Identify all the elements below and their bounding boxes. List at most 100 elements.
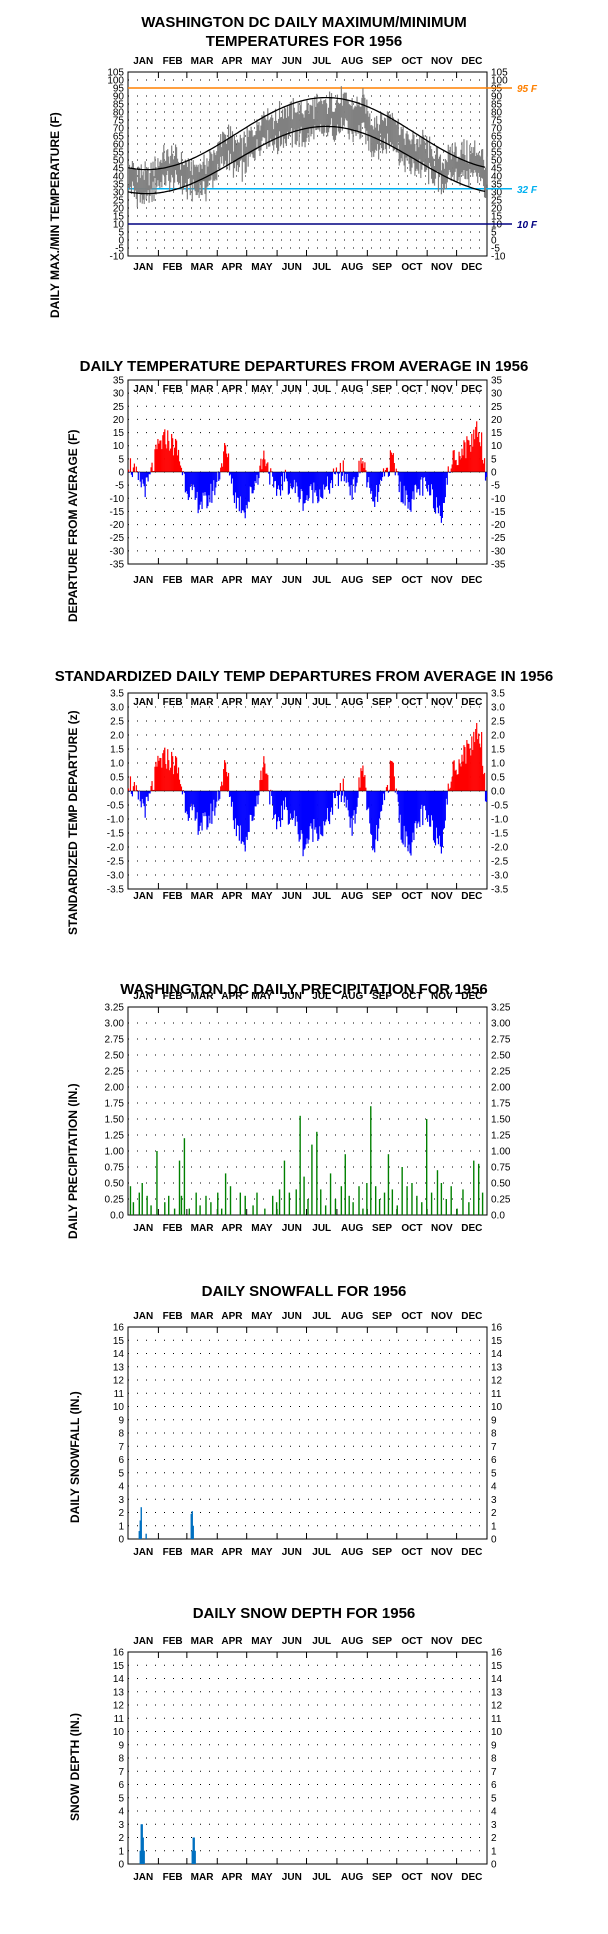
y-tick-label-left: 0.0 bbox=[110, 1211, 124, 1222]
y-tick-label-right: 4 bbox=[491, 1482, 497, 1493]
y-tick-label-left: 5 bbox=[118, 228, 124, 239]
y-tick-label-left: 1.75 bbox=[105, 1099, 125, 1110]
month-label: JUN bbox=[282, 56, 302, 67]
month-label: JAN bbox=[133, 697, 153, 708]
month-label: FEB bbox=[163, 1547, 183, 1558]
month-label: MAY bbox=[251, 384, 273, 395]
snowfall-chart-title: DAILY SNOWFALL FOR 1956 bbox=[201, 1283, 407, 1300]
month-label: JUL bbox=[312, 891, 331, 902]
temperature-chart-panel: WASHINGTON DC DAILY MAXIMUM/MINIMUM TEMP… bbox=[0, 0, 608, 330]
y-tick-label-right: 1.25 bbox=[491, 1131, 511, 1142]
standardized-chart-title: STANDARDIZED DAILY TEMP DEPARTURES FROM … bbox=[54, 668, 554, 685]
y-tick-label-right: 65 bbox=[491, 132, 503, 143]
month-label: MAR bbox=[191, 991, 215, 1002]
y-tick-label-left: -1.0 bbox=[107, 815, 125, 826]
month-label: MAR bbox=[191, 1223, 215, 1234]
y-tick-label-left: 14 bbox=[113, 1674, 125, 1685]
normal-min-curve bbox=[127, 125, 486, 195]
month-label: JUL bbox=[312, 697, 331, 708]
y-tick-label-right: 95 bbox=[491, 84, 503, 95]
y-tick-label-left: 80 bbox=[113, 108, 125, 119]
y-tick-label-left: -2.5 bbox=[107, 857, 125, 868]
month-label: MAR bbox=[191, 384, 215, 395]
y-tick-label-left: 11 bbox=[114, 1714, 125, 1725]
plot-frame bbox=[127, 1326, 488, 1540]
month-label: DEC bbox=[461, 1872, 482, 1883]
month-label: AUG bbox=[341, 1311, 363, 1322]
y-tick-label-right: -30 bbox=[491, 546, 506, 557]
month-label: FEB bbox=[163, 991, 183, 1002]
month-label: DEC bbox=[461, 697, 482, 708]
y-tick-label-left: 30 bbox=[113, 188, 125, 199]
y-tick-label-left: 9 bbox=[118, 1415, 124, 1426]
y-tick-label-left: 0.25 bbox=[105, 1195, 125, 1206]
y-tick-label-left: 9 bbox=[118, 1740, 124, 1751]
y-tick-label-left: -15 bbox=[110, 507, 125, 518]
y-tick-label-left: 10 bbox=[113, 441, 125, 452]
y-tick-label-left: 0 bbox=[118, 236, 124, 247]
month-label: NOV bbox=[431, 262, 453, 273]
month-label: MAY bbox=[251, 891, 273, 902]
y-tick-label-right: 0.0 bbox=[491, 787, 505, 798]
month-label: JAN bbox=[133, 1223, 153, 1234]
month-label: NOV bbox=[431, 1547, 453, 1558]
month-label: MAR bbox=[191, 575, 215, 586]
y-tick-label-right: 1.75 bbox=[491, 1099, 511, 1110]
month-label: DEC bbox=[461, 1547, 482, 1558]
y-tick-label-left: 1.0 bbox=[110, 759, 124, 770]
y-tick-label-left: 105 bbox=[107, 68, 124, 79]
y-tick-label-right: 9 bbox=[491, 1740, 497, 1751]
month-label: JUL bbox=[312, 384, 331, 395]
y-tick-label-left: -1.5 bbox=[107, 829, 125, 840]
reference-line-label: 32 F bbox=[517, 185, 538, 196]
precipitation-chart-title: WASHINGTON DC DAILY PRECIPITATION FOR 19… bbox=[120, 981, 488, 998]
y-tick-label-left: 15 bbox=[113, 428, 125, 439]
y-tick-label-right: 45 bbox=[491, 164, 503, 175]
y-tick-label-right: -10 bbox=[491, 494, 506, 505]
y-tick-label-right: -1.5 bbox=[491, 829, 509, 840]
y-tick-label-left: 4 bbox=[118, 1807, 124, 1818]
normal-max-curve bbox=[127, 96, 486, 171]
y-tick-label-right: 15 bbox=[491, 1661, 503, 1672]
month-label: SEP bbox=[372, 1547, 392, 1558]
month-label: DEC bbox=[461, 1311, 482, 1322]
y-tick-label-right: 4 bbox=[491, 1807, 497, 1818]
month-label: OCT bbox=[401, 575, 422, 586]
y-tick-label-right: 0.25 bbox=[491, 1195, 511, 1206]
snowdepth-chart-title: DAILY SNOW DEPTH FOR 1956 bbox=[192, 1605, 416, 1622]
y-tick-label-left: 2.25 bbox=[105, 1067, 125, 1078]
month-label: NOV bbox=[431, 384, 453, 395]
y-tick-label-left: 20 bbox=[113, 415, 125, 426]
month-label: JUN bbox=[282, 1223, 302, 1234]
y-tick-label-right: 3 bbox=[491, 1495, 497, 1506]
snowdepth-chart-panel: DAILY SNOW DEPTH FOR 1956 SNOW DEPTH (IN… bbox=[0, 1589, 608, 1934]
y-tick-label-right: 75 bbox=[491, 116, 503, 127]
month-label: APR bbox=[221, 262, 243, 273]
month-label: JAN bbox=[133, 575, 153, 586]
month-label: AUG bbox=[341, 697, 363, 708]
y-tick-label-left: 1.25 bbox=[105, 1131, 125, 1142]
month-label: OCT bbox=[401, 384, 422, 395]
y-tick-label-right: 80 bbox=[491, 108, 503, 119]
y-tick-label-left: 16 bbox=[113, 1648, 125, 1659]
y-tick-label-right: 20 bbox=[491, 204, 503, 215]
month-label: SEP bbox=[372, 384, 392, 395]
month-label: SEP bbox=[372, 1223, 392, 1234]
plot-frame bbox=[127, 1006, 488, 1216]
y-tick-label-left: 10 bbox=[113, 1402, 125, 1413]
month-label: NOV bbox=[431, 1872, 453, 1883]
snowfall-chart-panel: DAILY SNOWFALL FOR 1956 DAILY SNOWFALL (… bbox=[0, 1271, 608, 1589]
y-tick-label-left: -3.0 bbox=[107, 871, 125, 882]
y-tick-label-right: 2.50 bbox=[491, 1051, 511, 1062]
month-label: NOV bbox=[431, 1223, 453, 1234]
month-label: MAY bbox=[251, 575, 273, 586]
y-tick-label-left: 2.75 bbox=[105, 1035, 125, 1046]
y-tick-label-left: 3.00 bbox=[105, 1019, 125, 1030]
y-tick-label-left: -0.5 bbox=[107, 801, 125, 812]
y-tick-label-left: 14 bbox=[113, 1349, 125, 1360]
y-tick-label-left: 20 bbox=[113, 204, 125, 215]
y-tick-label-left: 1.50 bbox=[105, 1115, 125, 1126]
y-tick-label-right: 0 bbox=[491, 1860, 497, 1871]
y-tick-label-right: -0.5 bbox=[491, 801, 509, 812]
y-tick-label-left: 15 bbox=[113, 1336, 125, 1347]
